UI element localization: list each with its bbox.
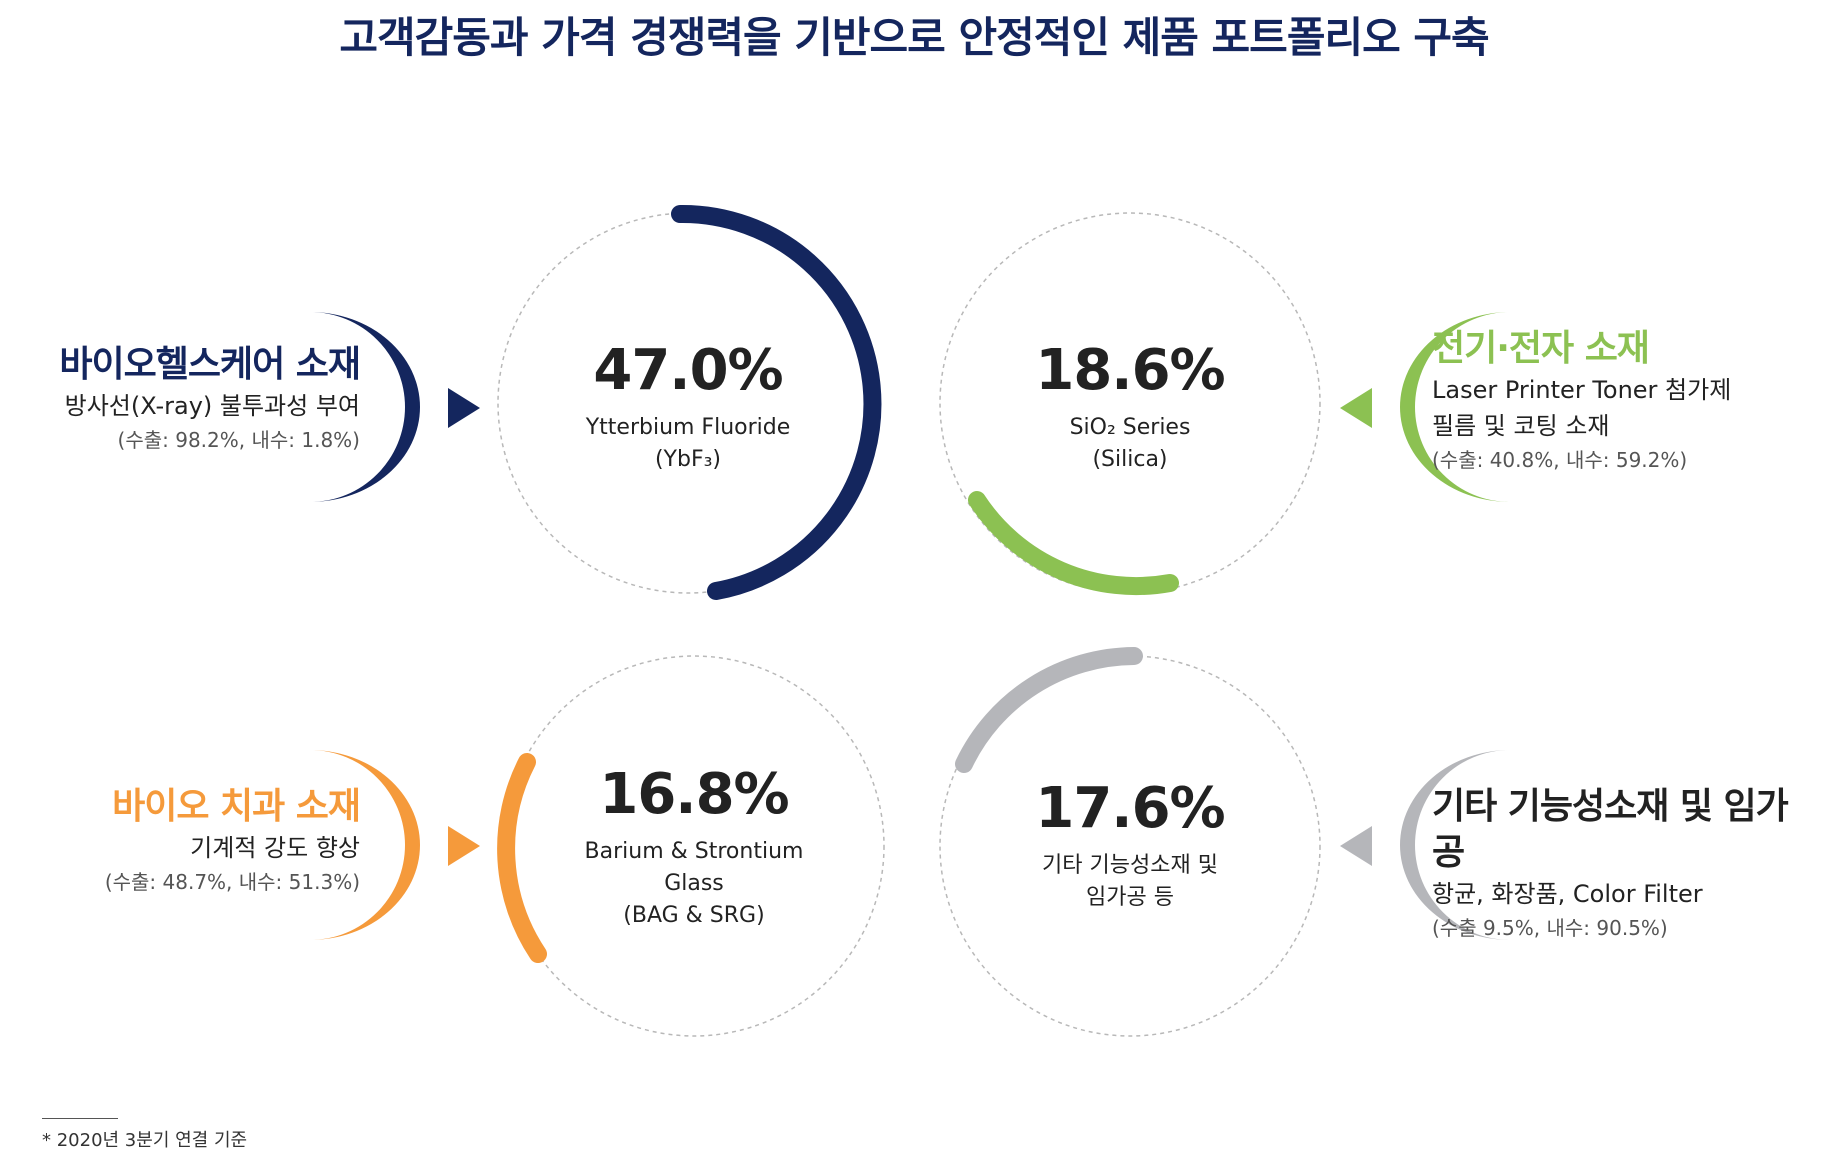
export-ratio: (수출 9.5%, 내수: 90.5%): [1432, 916, 1668, 940]
product-name: Ytterbium Fluoride (YbF₃): [585, 415, 791, 472]
category-title: 바이오 치과 소재: [112, 786, 361, 827]
category-use: Laser Printer Toner 첨가제: [1432, 376, 1732, 404]
crescent-biohealth: [310, 312, 480, 502]
ring-glass: [503, 655, 885, 1037]
segment-label-dental: 바이오 치과 소재 기계적 강도 향상 (수출: 48.7%, 내수: 51.3…: [0, 784, 361, 898]
category-title: 전기·전자 소재: [1432, 328, 1650, 369]
product-name: Barium & Strontium Glass (BAG & SRG): [584, 839, 804, 928]
product-name: SiO₂ Series (Silica): [1069, 415, 1191, 472]
category-use: 방사선(X-ray) 불투과성 부여: [64, 392, 360, 420]
arc-other: [955, 647, 1143, 773]
category-use: 기계적 강도 향상: [190, 834, 360, 862]
page-title: 고객감동과 가격 경쟁력을 기반으로 안정적인 제품 포트폴리오 구축: [339, 13, 1489, 62]
export-ratio: (수출: 40.8%, 내수: 59.2%): [1432, 448, 1688, 472]
share-value: 18.6%: [1035, 338, 1225, 403]
share-value: 47.0%: [593, 338, 783, 403]
arc-glass: [497, 753, 547, 963]
category-use: 필름 및 코팅 소재: [1432, 412, 1610, 440]
product-name: 기타 기능성소재 및 임가공 등: [1042, 853, 1218, 910]
crescent-dental: [310, 750, 480, 940]
segment-label-electronics: 전기·전자 소재 Laser Printer Toner 첨가제 필름 및 코팅…: [1432, 326, 1812, 476]
segment-label-biohealth: 바이오헬스케어 소재 방사선(X-ray) 불투과성 부여 (수출: 98.2%…: [0, 342, 361, 456]
crescent-other: [1340, 750, 1510, 940]
share-value: 17.6%: [1035, 776, 1225, 841]
crescent-electronics: [1340, 312, 1510, 502]
segment-label-other: 기타 기능성소재 및 임가공 항균, 화장품, Color Filter (수출…: [1432, 784, 1812, 944]
footnote-divider: [42, 1118, 118, 1119]
ring-other: [939, 655, 1321, 1037]
share-value: 16.8%: [599, 762, 789, 827]
category-title: 바이오헬스케어 소재: [59, 344, 361, 385]
export-ratio: (수출: 98.2%, 내수: 1.8%): [117, 428, 360, 452]
category-title: 기타 기능성소재 및 임가공: [1432, 786, 1789, 873]
footnote: * 2020년 3분기 연결 기준: [42, 1130, 248, 1151]
export-ratio: (수출: 48.7%, 내수: 51.3%): [104, 870, 360, 894]
arc-sio2: [968, 491, 1179, 596]
arc-ybf3: [671, 204, 882, 600]
category-use: 항균, 화장품, Color Filter: [1432, 880, 1703, 908]
